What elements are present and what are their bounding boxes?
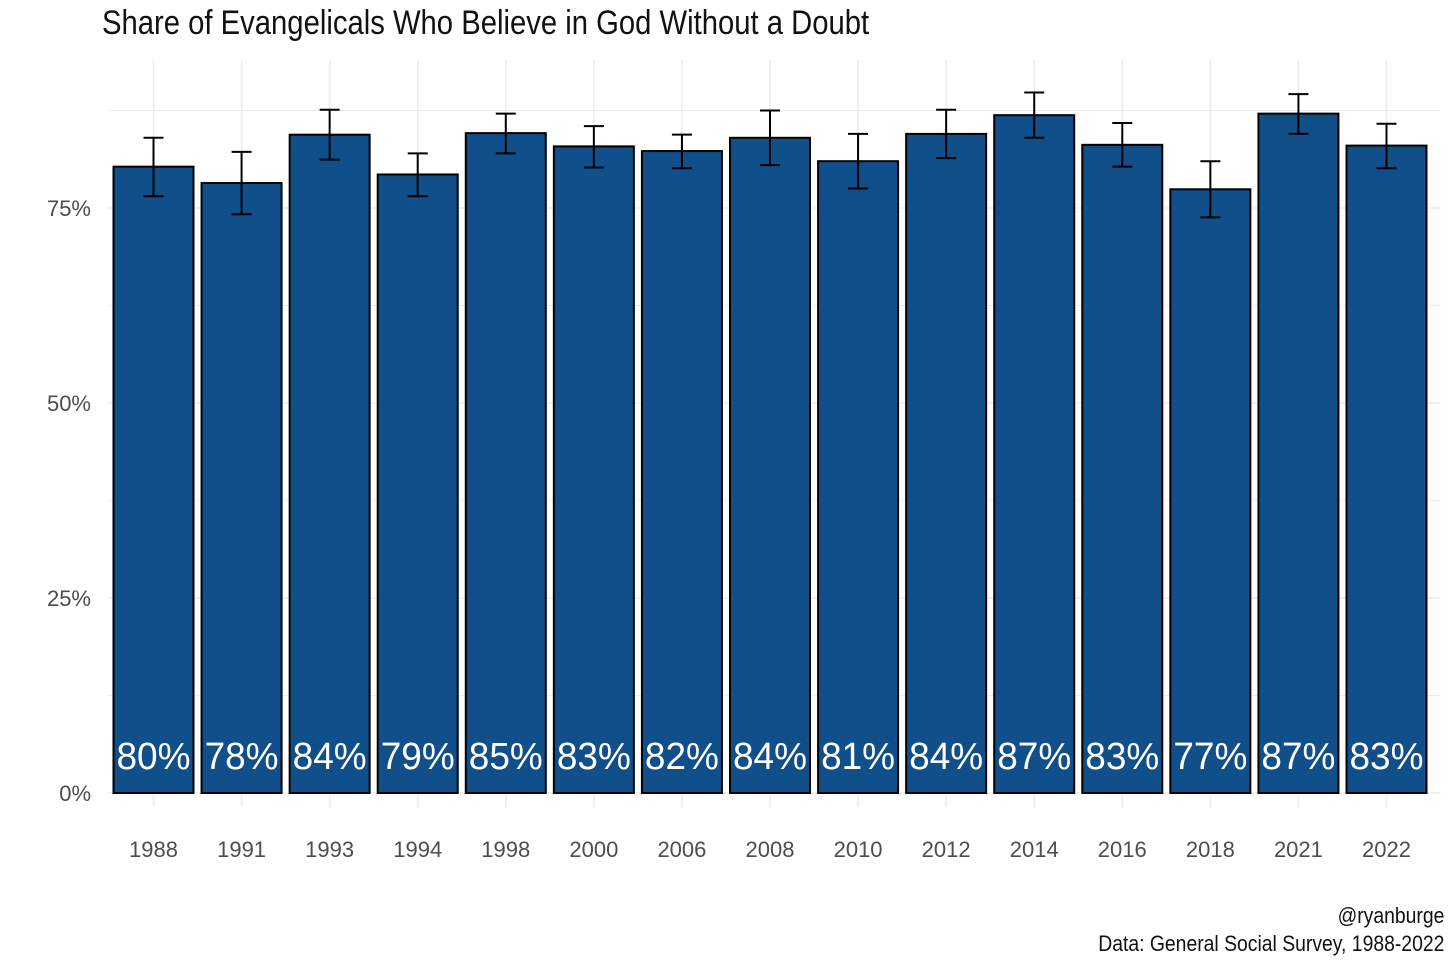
bar bbox=[1169, 188, 1252, 794]
x-tick-label: 1988 bbox=[129, 837, 178, 862]
bar bbox=[729, 136, 811, 795]
bar bbox=[552, 145, 635, 794]
error-bar bbox=[319, 108, 340, 161]
x-tick-label: 2022 bbox=[1362, 837, 1411, 862]
x-tick-label: 2008 bbox=[746, 837, 795, 862]
value-label: 87% bbox=[1261, 736, 1335, 778]
y-tick-label: 75% bbox=[47, 196, 91, 221]
bar bbox=[464, 132, 547, 794]
x-tick-label: 1991 bbox=[217, 837, 266, 862]
bar bbox=[817, 160, 900, 794]
error-bar bbox=[760, 109, 780, 167]
x-tick-label: 2012 bbox=[922, 837, 971, 862]
error-bar bbox=[848, 132, 869, 190]
y-tick-label: 0% bbox=[59, 781, 91, 806]
error-bar bbox=[671, 133, 692, 170]
value-label: 83% bbox=[1350, 736, 1424, 778]
axes: 0% 25% 50% 75% 1988 1991 1993 1994 1998 2000 2006 2… bbox=[47, 196, 1411, 862]
error-bar bbox=[583, 125, 604, 169]
value-label: 77% bbox=[1173, 736, 1247, 778]
bar bbox=[112, 165, 195, 795]
value-label: 83% bbox=[1085, 736, 1159, 778]
bar bbox=[376, 173, 459, 794]
bar bbox=[905, 132, 988, 794]
x-tick-label: 2018 bbox=[1186, 837, 1235, 862]
x-tick-label: 1998 bbox=[481, 837, 530, 862]
x-tick-label: 2000 bbox=[569, 837, 618, 862]
value-label: 87% bbox=[997, 736, 1071, 778]
error-bar bbox=[936, 108, 957, 160]
value-label: 81% bbox=[821, 736, 895, 778]
error-bar bbox=[495, 112, 516, 155]
bar-chart: 0% 25% 50% 75% 1988 1991 1993 1994 1998 2000 2006 2… bbox=[47, 60, 1440, 862]
bar bbox=[1081, 143, 1164, 794]
bar bbox=[200, 182, 283, 795]
error-bars bbox=[143, 91, 1397, 219]
x-tick-label: 2014 bbox=[1010, 837, 1059, 862]
bar bbox=[1257, 112, 1340, 795]
y-tick-label: 25% bbox=[47, 586, 91, 611]
x-tick-label: 2006 bbox=[657, 837, 706, 862]
bar bbox=[640, 150, 723, 794]
error-bar bbox=[1024, 91, 1045, 139]
error-bar bbox=[1112, 121, 1133, 168]
x-tick-label: 2016 bbox=[1098, 837, 1147, 862]
x-tick-label: 2021 bbox=[1274, 837, 1323, 862]
value-label: 84% bbox=[909, 736, 983, 778]
x-tick-label: 1993 bbox=[305, 837, 354, 862]
value-label: 82% bbox=[645, 736, 719, 778]
value-label: 79% bbox=[381, 736, 455, 778]
x-tick-label: 1994 bbox=[393, 837, 442, 862]
y-tick-label: 50% bbox=[47, 391, 91, 416]
bar bbox=[993, 114, 1076, 795]
bar bbox=[288, 133, 371, 794]
error-bar bbox=[1376, 122, 1397, 170]
author-handle: @ryanburge bbox=[1337, 903, 1444, 928]
value-labels: 80% 78% 84% 79% 85% 83% 82% 84% 81% 84% 87% 83% 77% 8… bbox=[117, 736, 1424, 778]
chart-title: Share of Evangelicals Who Believe in God… bbox=[102, 4, 870, 42]
bar bbox=[1345, 144, 1428, 795]
value-label: 78% bbox=[205, 736, 279, 778]
value-label: 84% bbox=[733, 736, 807, 778]
x-tick-label: 2010 bbox=[834, 837, 883, 862]
value-label: 85% bbox=[469, 736, 543, 778]
value-label: 84% bbox=[293, 736, 367, 778]
value-label: 80% bbox=[117, 736, 191, 778]
error-bar bbox=[1200, 160, 1221, 219]
bars bbox=[112, 112, 1428, 795]
source-caption: Data: General Social Survey, 1988-2022 bbox=[1097, 931, 1444, 956]
error-bar bbox=[231, 150, 252, 216]
error-bar bbox=[407, 152, 428, 198]
error-bar bbox=[143, 136, 164, 198]
error-bar bbox=[1288, 93, 1309, 135]
value-label: 83% bbox=[557, 736, 631, 778]
